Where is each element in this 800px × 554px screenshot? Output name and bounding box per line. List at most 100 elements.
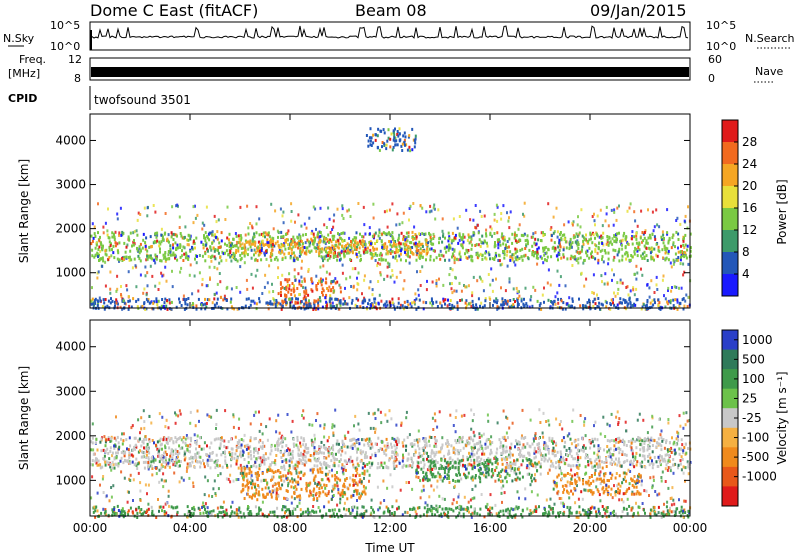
heatmap-band-cell	[370, 442, 373, 446]
heatmap-band-cell	[650, 305, 653, 309]
heatmap-band-cell	[526, 238, 529, 242]
heatmap-cell	[599, 470, 602, 474]
heatmap-cell	[593, 212, 595, 216]
heatmap-cell	[458, 281, 461, 285]
heatmap-cell	[167, 489, 170, 493]
heatmap-cell	[608, 424, 611, 428]
heatmap-cell	[506, 211, 508, 215]
heatmap-cell	[323, 444, 326, 448]
heatmap-cell	[634, 457, 637, 461]
heatmap-band-cell	[453, 258, 456, 262]
heatmap-band-cell	[453, 236, 456, 240]
heatmap-band-cell	[413, 300, 416, 304]
heatmap-band-cell	[578, 251, 581, 255]
heatmap-cell	[341, 470, 344, 474]
heatmap-cell	[319, 206, 322, 210]
heatmap-band-cell	[250, 248, 253, 252]
heatmap-cell	[539, 421, 542, 424]
heatmap-band-cell	[379, 251, 382, 255]
heatmap-cell	[610, 412, 613, 416]
heatmap-band-cell	[178, 300, 181, 304]
heatmap-band-cell	[378, 258, 381, 261]
heatmap-band-cell	[599, 307, 601, 311]
heatmap-band-cell	[206, 458, 209, 462]
heatmap-band-cell	[350, 301, 353, 305]
heatmap-band-cell	[636, 460, 639, 464]
heatmap-band-cell	[521, 258, 524, 262]
heatmap-band-cell	[154, 240, 157, 244]
heatmap-band-cell	[94, 253, 97, 257]
heatmap-band-cell	[313, 303, 316, 307]
colorbar-tick-label: 28	[742, 135, 757, 149]
heatmap-band-cell	[645, 303, 648, 307]
heatmap-cell	[684, 299, 687, 303]
heatmap-band-cell	[436, 461, 439, 464]
heatmap-band-cell	[544, 442, 547, 446]
heatmap-band-cell	[683, 446, 686, 450]
heatmap-cell	[572, 220, 575, 224]
heatmap-band-cell	[496, 238, 499, 242]
heatmap-cell	[577, 215, 579, 219]
heatmap-band-cell	[501, 446, 504, 450]
heatmap-band-cell	[430, 242, 433, 246]
heatmap-cell	[641, 502, 644, 505]
heatmap-band-cell	[459, 299, 462, 302]
heatmap-band-cell	[302, 297, 305, 301]
heatmap-band-cell	[651, 444, 654, 447]
heatmap-band-cell	[297, 243, 300, 247]
heatmap-band-cell	[339, 236, 342, 240]
heatmap-band-cell	[372, 305, 375, 309]
heatmap-band-cell	[465, 248, 468, 252]
heatmap-band-cell	[230, 246, 233, 250]
heatmap-band-cell	[254, 258, 257, 262]
heatmap-band-cell	[399, 252, 402, 256]
heatmap-cell	[258, 217, 261, 221]
heatmap-cell	[670, 496, 673, 500]
heatmap-band-cell	[509, 455, 512, 459]
heatmap-cell	[109, 291, 112, 295]
heatmap-band-cell	[380, 463, 383, 467]
heatmap-band-cell	[240, 455, 243, 459]
heatmap-cell	[121, 307, 124, 311]
heatmap-band-cell	[516, 255, 519, 259]
heatmap-cell	[463, 235, 466, 239]
heatmap-band-cell	[397, 134, 400, 138]
heatmap-band-cell	[432, 451, 435, 455]
heatmap-cell	[506, 240, 509, 243]
heatmap-band-cell	[402, 463, 405, 467]
heatmap-cell	[116, 212, 119, 216]
heatmap-band-cell	[565, 458, 568, 462]
heatmap-band-cell	[226, 445, 229, 449]
heatmap-band-cell	[291, 252, 293, 256]
heatmap-cell	[415, 512, 418, 516]
heatmap-band-cell	[322, 289, 325, 293]
heatmap-cell	[496, 219, 499, 223]
heatmap-band-cell	[153, 441, 155, 445]
heatmap-cell	[293, 241, 296, 245]
heatmap-band-cell	[259, 249, 261, 253]
heatmap-cell	[143, 420, 146, 423]
heatmap-cell	[556, 235, 559, 239]
heatmap-band-cell	[111, 451, 114, 455]
heatmap-band-cell	[172, 251, 175, 255]
heatmap-cell	[172, 449, 175, 453]
heatmap-band-cell	[457, 241, 460, 245]
heatmap-band-cell	[607, 251, 610, 255]
heatmap-band-cell	[237, 241, 240, 245]
heatmap-band-cell	[269, 255, 272, 259]
heatmap-cell	[302, 416, 305, 420]
heatmap-cell	[216, 267, 219, 271]
heatmap-cell	[164, 212, 167, 215]
heatmap-cell	[614, 294, 617, 298]
heatmap-cell	[272, 290, 275, 293]
heatmap-band-cell	[597, 258, 600, 262]
heatmap-band-cell	[667, 258, 670, 262]
heatmap-band-cell	[329, 294, 332, 298]
heatmap-band-cell	[99, 241, 102, 245]
heatmap-band-cell	[232, 237, 235, 241]
heatmap-cell	[165, 279, 168, 283]
heatmap-cell	[540, 231, 543, 235]
heatmap-cell	[147, 467, 150, 471]
heatmap-cell	[212, 487, 215, 491]
